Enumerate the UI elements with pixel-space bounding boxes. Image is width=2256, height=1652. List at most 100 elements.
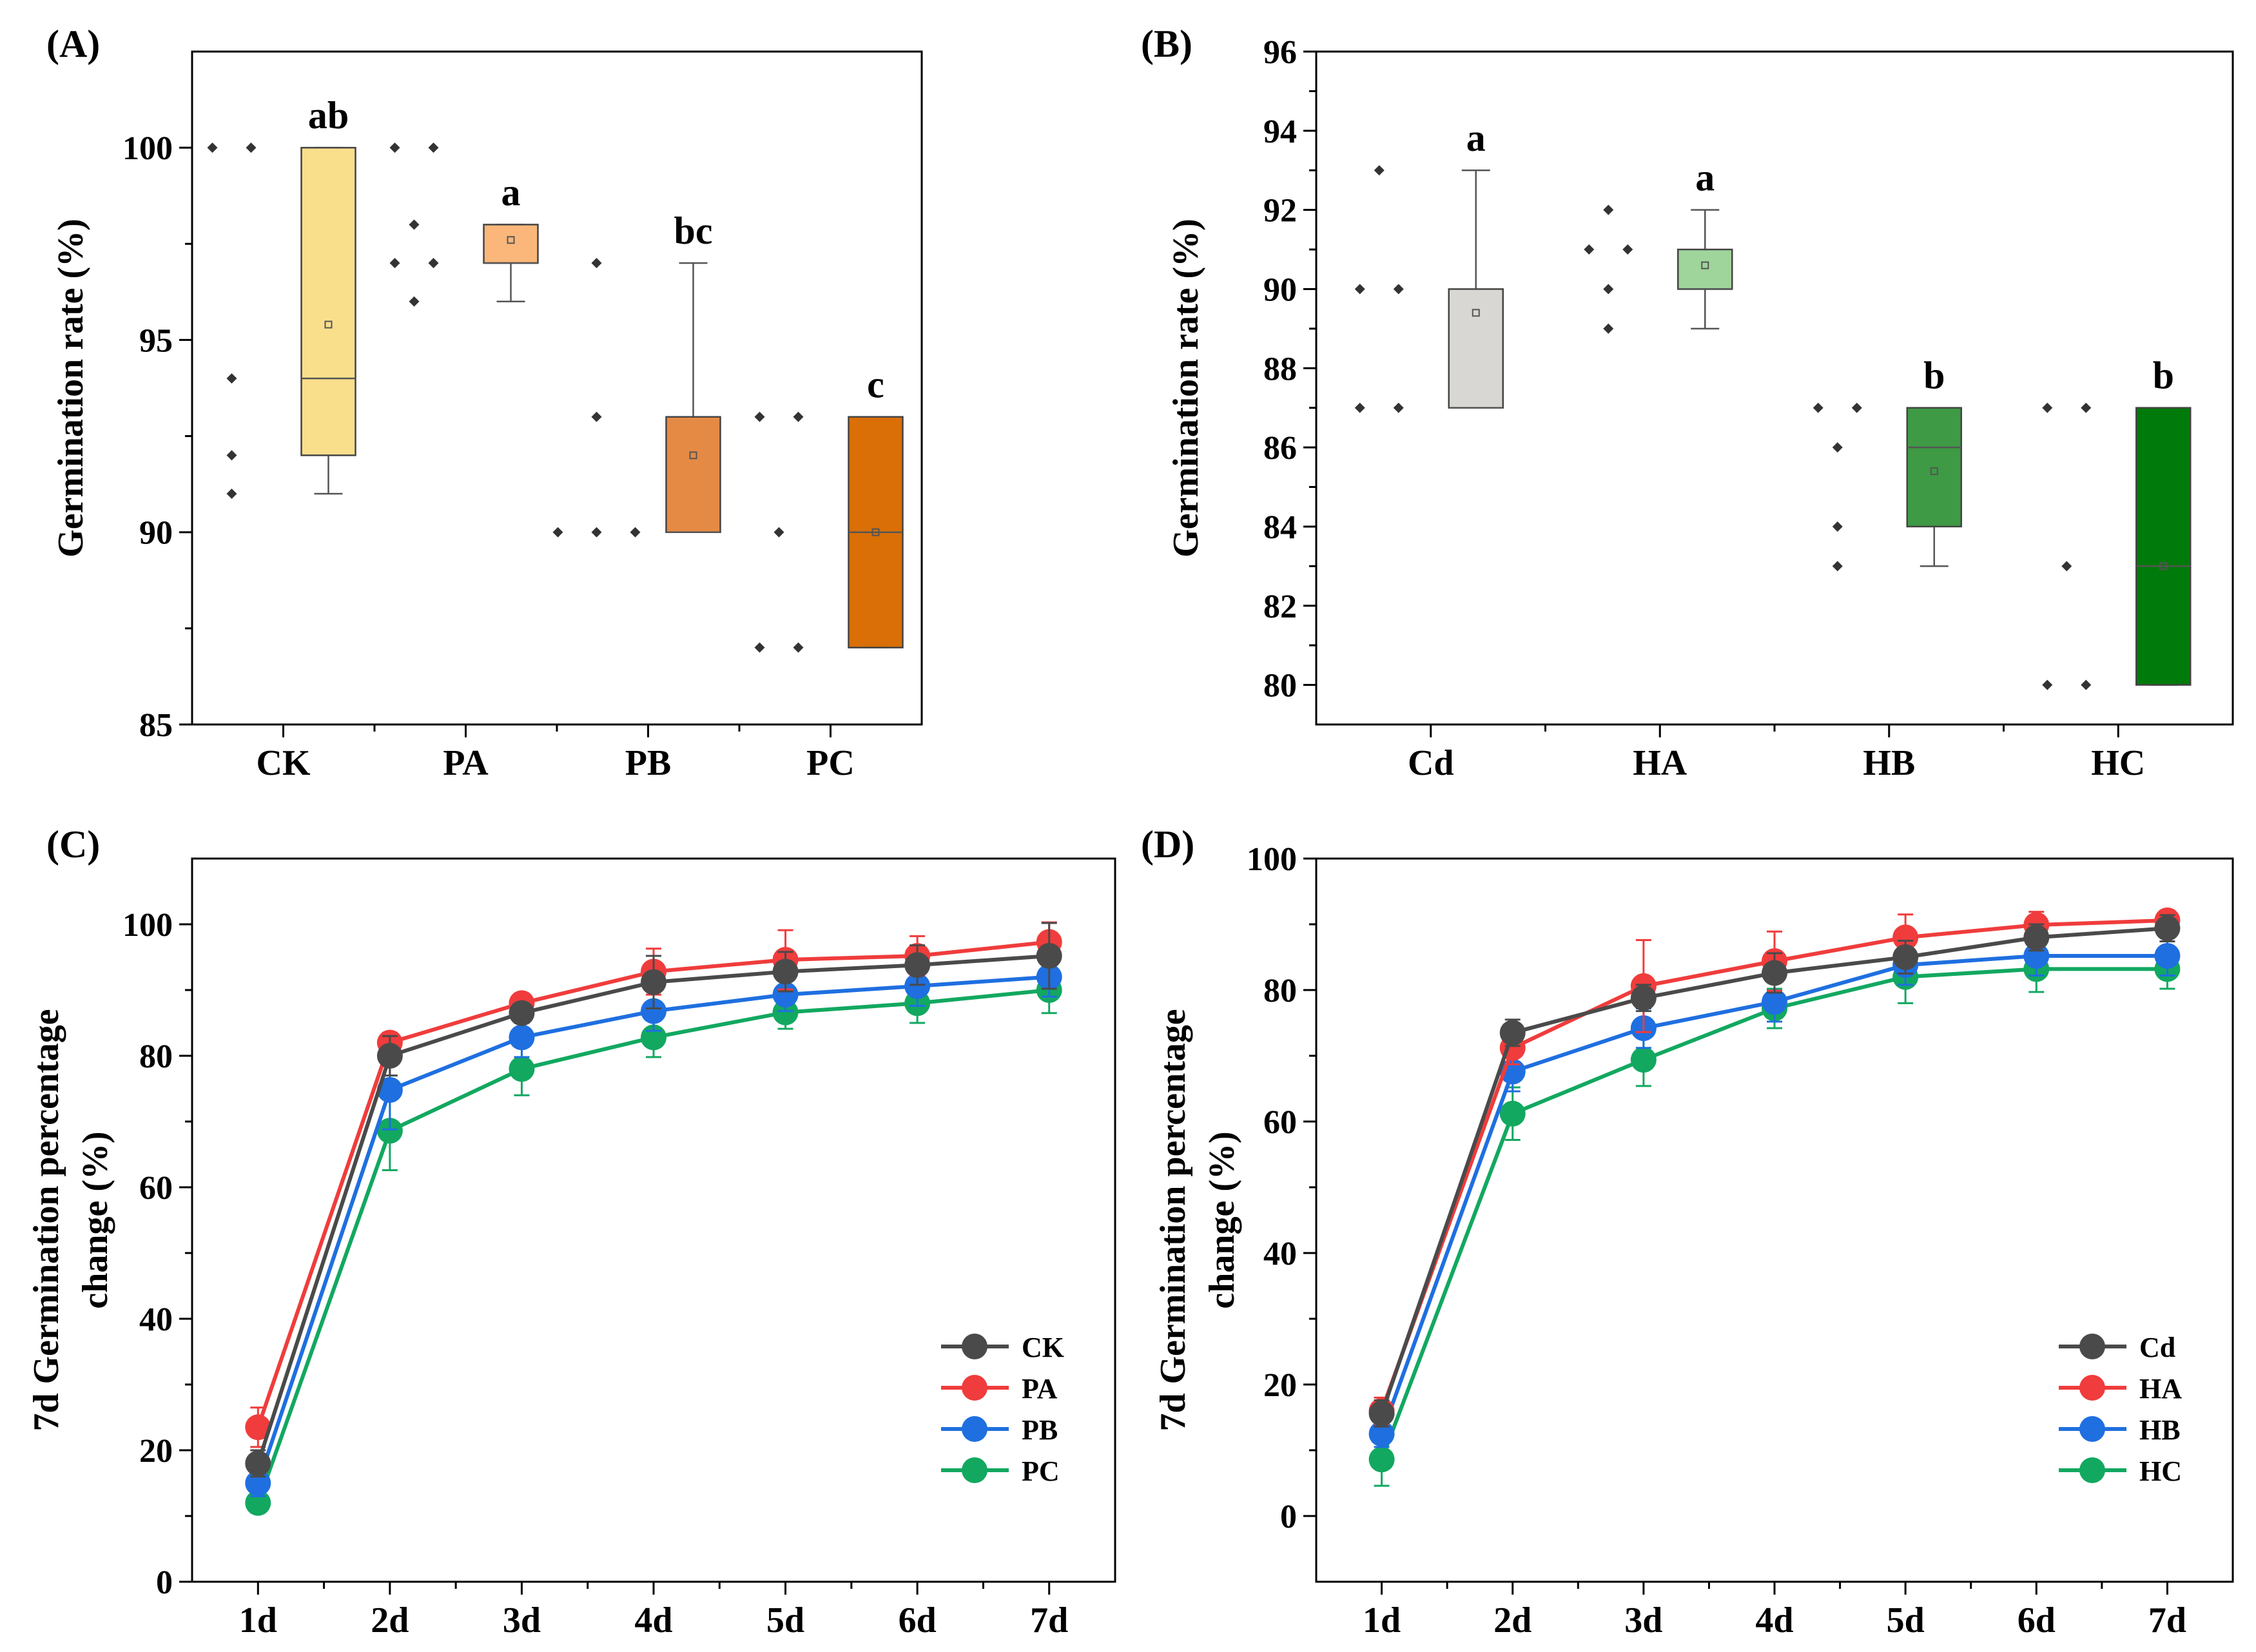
box-iqr (1677, 248, 1733, 290)
data-point (509, 1024, 535, 1051)
data-point (1368, 1400, 1395, 1426)
y-tick-label: 60 (139, 1170, 173, 1207)
data-point (1832, 521, 1843, 532)
data-point (793, 411, 804, 422)
data-point (2081, 679, 2092, 690)
data-point (245, 1414, 271, 1441)
significance-letter: bc (674, 209, 713, 252)
box-iqr (1906, 407, 1962, 528)
mean-marker (871, 528, 880, 536)
y-axis-title: Germination rate (%) (1166, 219, 1206, 558)
y-tick-label: 20 (1263, 1367, 1297, 1404)
box-group-pa: a (389, 142, 539, 307)
y-tick-label: 86 (1263, 430, 1297, 467)
panel-d-linechart: 0 20 40 60 80 100 1d 2d 3d 4d 5d 6d 7d (D) 7d Germinat… (1141, 823, 2234, 1640)
legend-swatch-marker (962, 1457, 987, 1483)
panel-a-boxplot: 85 90 95 100 CK PA PB PC (A) Germination rate (%)… (46, 23, 923, 783)
data-point (509, 1000, 535, 1026)
y-tick-label: 88 (1263, 351, 1297, 387)
legend-label: HB (2139, 1414, 2181, 1446)
x-category-label: Cd (1408, 743, 1454, 783)
mean-marker (507, 236, 515, 244)
box-iqr (665, 416, 721, 533)
data-point (1603, 284, 1614, 295)
panel-label: (A) (46, 23, 100, 65)
data-point (1832, 561, 1843, 572)
mean-marker (324, 320, 333, 329)
y-tick-label: 82 (1263, 588, 1297, 625)
data-point (2042, 402, 2053, 413)
mean-marker (1701, 261, 1709, 269)
mean-marker (1472, 309, 1480, 317)
significance-letter: ab (308, 94, 349, 137)
data-point (509, 1056, 535, 1082)
x-category-label: PB (625, 743, 672, 783)
x-category-label: 7d (2148, 1600, 2186, 1640)
x-category-label: 2d (371, 1600, 409, 1640)
legend-swatch-marker (2079, 1416, 2105, 1442)
series-hb (1368, 935, 2181, 1448)
x-category-label: 4d (1755, 1600, 1793, 1640)
significance-letter: b (2153, 355, 2174, 397)
box-iqr (2135, 407, 2192, 686)
mean-marker (689, 451, 697, 460)
y-axis-title-line: change (%) (1202, 1131, 1242, 1308)
x-category-label: PC (806, 743, 855, 783)
series-cd (1368, 914, 2181, 1428)
significance-letter: c (867, 364, 884, 406)
data-point (591, 411, 602, 422)
x-category-label: HB (1863, 743, 1915, 783)
legend: CK PA PB PC (941, 1332, 1064, 1487)
data-point (1832, 442, 1843, 453)
legend-label: PB (1022, 1414, 1058, 1446)
x-category-label: 1d (1363, 1600, 1401, 1640)
legend-swatch-marker (2079, 1457, 2105, 1483)
y-tick-label: 85 (139, 707, 173, 744)
data-point (904, 952, 931, 978)
y-tick-label: 80 (139, 1038, 173, 1075)
legend-label: HC (2139, 1455, 2182, 1487)
legend-swatch-marker (962, 1334, 987, 1359)
legend-label: CK (1022, 1332, 1064, 1363)
data-point (246, 142, 257, 153)
data-point (641, 998, 666, 1024)
data-point (1603, 323, 1614, 334)
data-point (773, 527, 784, 538)
data-point (1630, 1047, 1657, 1073)
data-point (1762, 960, 1787, 986)
x-category-label: PA (443, 743, 489, 783)
data-point (772, 999, 799, 1025)
x-category-label: 3d (1624, 1600, 1662, 1640)
y-tick-label: 40 (1263, 1236, 1297, 1272)
data-point (1499, 1100, 1526, 1127)
data-point (754, 642, 765, 653)
data-point (2154, 942, 2181, 969)
data-point (793, 642, 804, 653)
y-tick-label: 90 (139, 515, 173, 552)
data-point (428, 258, 439, 269)
series-pc (245, 966, 1062, 1516)
y-tick-label: 95 (139, 322, 173, 359)
y-tick-label: 100 (122, 907, 173, 944)
data-point (1630, 985, 1657, 1011)
significance-letter: a (501, 171, 521, 213)
data-point (1813, 402, 1823, 413)
panel-label: (D) (1141, 823, 1194, 866)
data-point (2154, 915, 2181, 942)
box-group-hc: b (2042, 355, 2192, 690)
x-category-label: HA (1633, 743, 1687, 783)
data-point (376, 1077, 403, 1103)
legend-label: Cd (2139, 1332, 2175, 1363)
data-point (1622, 244, 1633, 255)
data-point (1374, 165, 1385, 176)
series-hc (1368, 945, 2181, 1487)
y-tick-label: 84 (1263, 509, 1297, 546)
data-point (591, 258, 602, 269)
x-category-label: 7d (1030, 1600, 1068, 1640)
series-ck (245, 922, 1062, 1478)
y-tick-label: 100 (122, 130, 173, 167)
box-group-pb: bc (552, 209, 721, 538)
significance-letter: a (1466, 117, 1486, 159)
box-group-pc: c (754, 364, 904, 653)
data-point (2042, 679, 2053, 690)
